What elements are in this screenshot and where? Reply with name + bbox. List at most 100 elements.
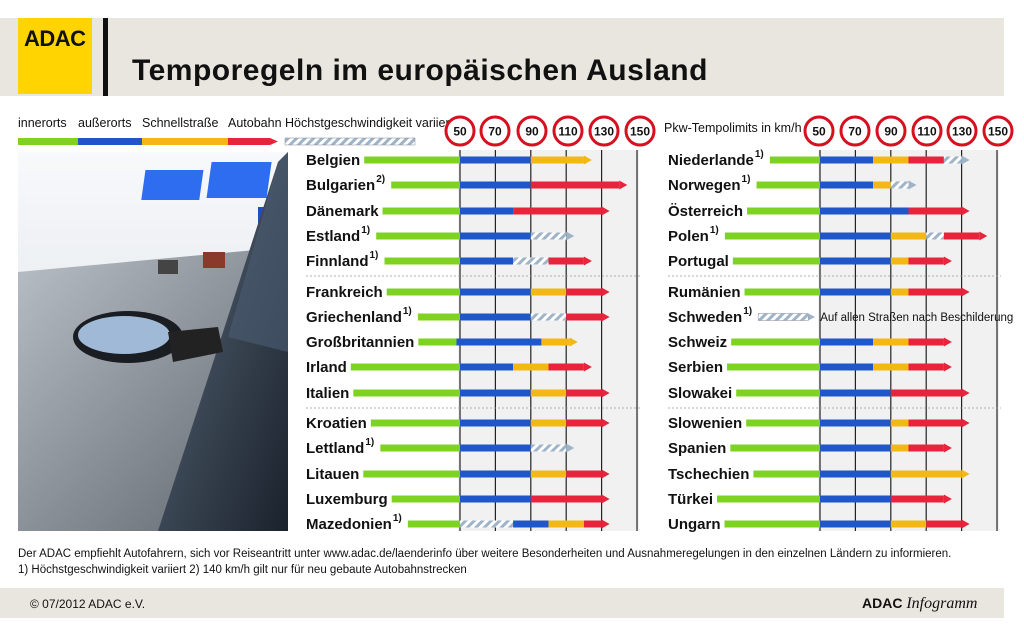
row-bar-seg	[820, 257, 891, 265]
row-arrow	[979, 231, 988, 241]
legend-innerorts: innerorts	[18, 116, 67, 130]
country-label: Norwegen	[668, 177, 741, 194]
row-bar-seg	[418, 338, 457, 346]
legend-bar-0	[18, 138, 78, 145]
tick-label-0-150: 150	[630, 125, 650, 139]
country-label: Finnland	[306, 253, 369, 270]
footnote-text: Der ADAC empfiehlt Autofahrern, sich vor…	[18, 548, 952, 560]
row-arrow	[601, 388, 610, 398]
row-bar-seg	[744, 288, 820, 296]
country-label: Lettland	[306, 440, 364, 457]
row-bar-seg	[513, 207, 602, 215]
tick-circle-1-150	[982, 115, 1014, 147]
row-arrow	[569, 337, 578, 347]
row-bar-seg	[370, 419, 460, 427]
legend-ausserorts: außerorts	[78, 116, 132, 130]
row-bar-seg	[908, 444, 944, 452]
legend-bar-1	[78, 138, 142, 145]
country-label: Dänemark	[306, 203, 379, 220]
row-arrow	[601, 206, 610, 216]
row-bar-seg	[380, 444, 460, 452]
row-bar-seg	[820, 207, 909, 215]
legend-arrow	[270, 138, 278, 145]
sweden-note: Auf allen Straßen nach Beschilderung	[820, 312, 1013, 324]
country-label: Niederlande	[668, 152, 754, 169]
country-label: Griechenland	[306, 309, 402, 326]
country-label: Irland	[306, 359, 347, 376]
row-arrow	[566, 443, 575, 453]
country-footnote: 1)	[403, 306, 412, 317]
row-bar-seg	[731, 338, 820, 346]
country-label: Großbritannien	[306, 334, 414, 351]
row-arrow	[601, 418, 610, 428]
row-bar-seg	[566, 313, 602, 321]
row-bar-seg	[820, 338, 874, 346]
row-bar-seg	[873, 181, 891, 189]
tick-label-1-110: 110	[917, 125, 937, 139]
country-label: Kroatien	[306, 415, 367, 432]
row-bar-seg	[727, 363, 820, 371]
row-bar-seg	[530, 444, 567, 452]
row-bar-seg	[386, 288, 460, 296]
tick-label-0-130: 130	[594, 125, 614, 139]
row-bar-seg	[890, 520, 927, 528]
country-footnote: 1)	[361, 225, 370, 236]
row-bar-seg	[460, 288, 531, 296]
row-bar-seg	[530, 181, 620, 189]
legend-schnellstrasse: Schnellstraße	[142, 116, 219, 130]
row-bar-seg	[820, 520, 891, 528]
country-label: Spanien	[668, 440, 726, 457]
country-label: Schweden	[668, 309, 742, 326]
row-bar-seg	[908, 156, 944, 164]
row-bar-seg	[890, 444, 909, 452]
row-arrow	[601, 519, 610, 529]
tick-label-1-150: 150	[988, 125, 1008, 139]
row-bar-seg	[460, 419, 531, 427]
row-bar-seg	[908, 419, 962, 427]
row-bar-seg	[530, 232, 567, 240]
row-bar-seg	[873, 156, 909, 164]
row-arrow	[961, 388, 970, 398]
row-bar-seg	[548, 257, 584, 265]
row-bar-seg	[820, 495, 891, 503]
row-arrow	[943, 443, 952, 453]
row-bar-seg	[460, 495, 531, 503]
country-footnote: 1)	[755, 149, 764, 160]
car-photo	[18, 152, 288, 531]
row-bar-seg	[820, 181, 874, 189]
footnote-block: Der ADAC empfiehlt Autofahrern, sich vor…	[18, 546, 951, 578]
row-bar-seg	[460, 363, 514, 371]
row-arrow	[943, 494, 952, 504]
country-footnote: 1)	[393, 513, 402, 524]
row-bar-seg	[724, 520, 820, 528]
tick-circle-0-150	[624, 115, 656, 147]
row-bar-seg	[566, 389, 602, 397]
row-arrow	[808, 313, 816, 321]
row-bar-seg	[460, 207, 514, 215]
row-bar-seg	[530, 470, 567, 478]
country-label: Slowakei	[668, 385, 732, 402]
row-bar-seg	[460, 389, 531, 397]
row-bar-seg	[566, 288, 602, 296]
row-bar-seg	[513, 363, 549, 371]
copyright: © 07/2012 ADAC e.V.	[30, 597, 146, 611]
tick-label-1-130: 130	[952, 125, 972, 139]
row-arrow	[961, 206, 970, 216]
row-bar-seg	[541, 338, 570, 346]
country-label: Schweiz	[668, 334, 727, 351]
row-bar-seg	[460, 470, 531, 478]
row-bar-seg	[926, 520, 962, 528]
row-bar-seg	[730, 444, 820, 452]
row-bar-seg	[820, 470, 891, 478]
country-label: Polen	[668, 228, 709, 245]
row-bar-seg	[407, 520, 460, 528]
country-footnote: 1)	[370, 250, 379, 261]
row-bar-seg	[530, 313, 567, 321]
row-arrow	[583, 155, 592, 165]
row-arrow	[583, 256, 592, 266]
page-title: Temporegeln im europäischen Ausland	[132, 54, 708, 87]
country-label: Luxemburg	[306, 491, 388, 508]
row-bar-seg	[926, 232, 944, 240]
legend-bar-3	[228, 138, 270, 145]
